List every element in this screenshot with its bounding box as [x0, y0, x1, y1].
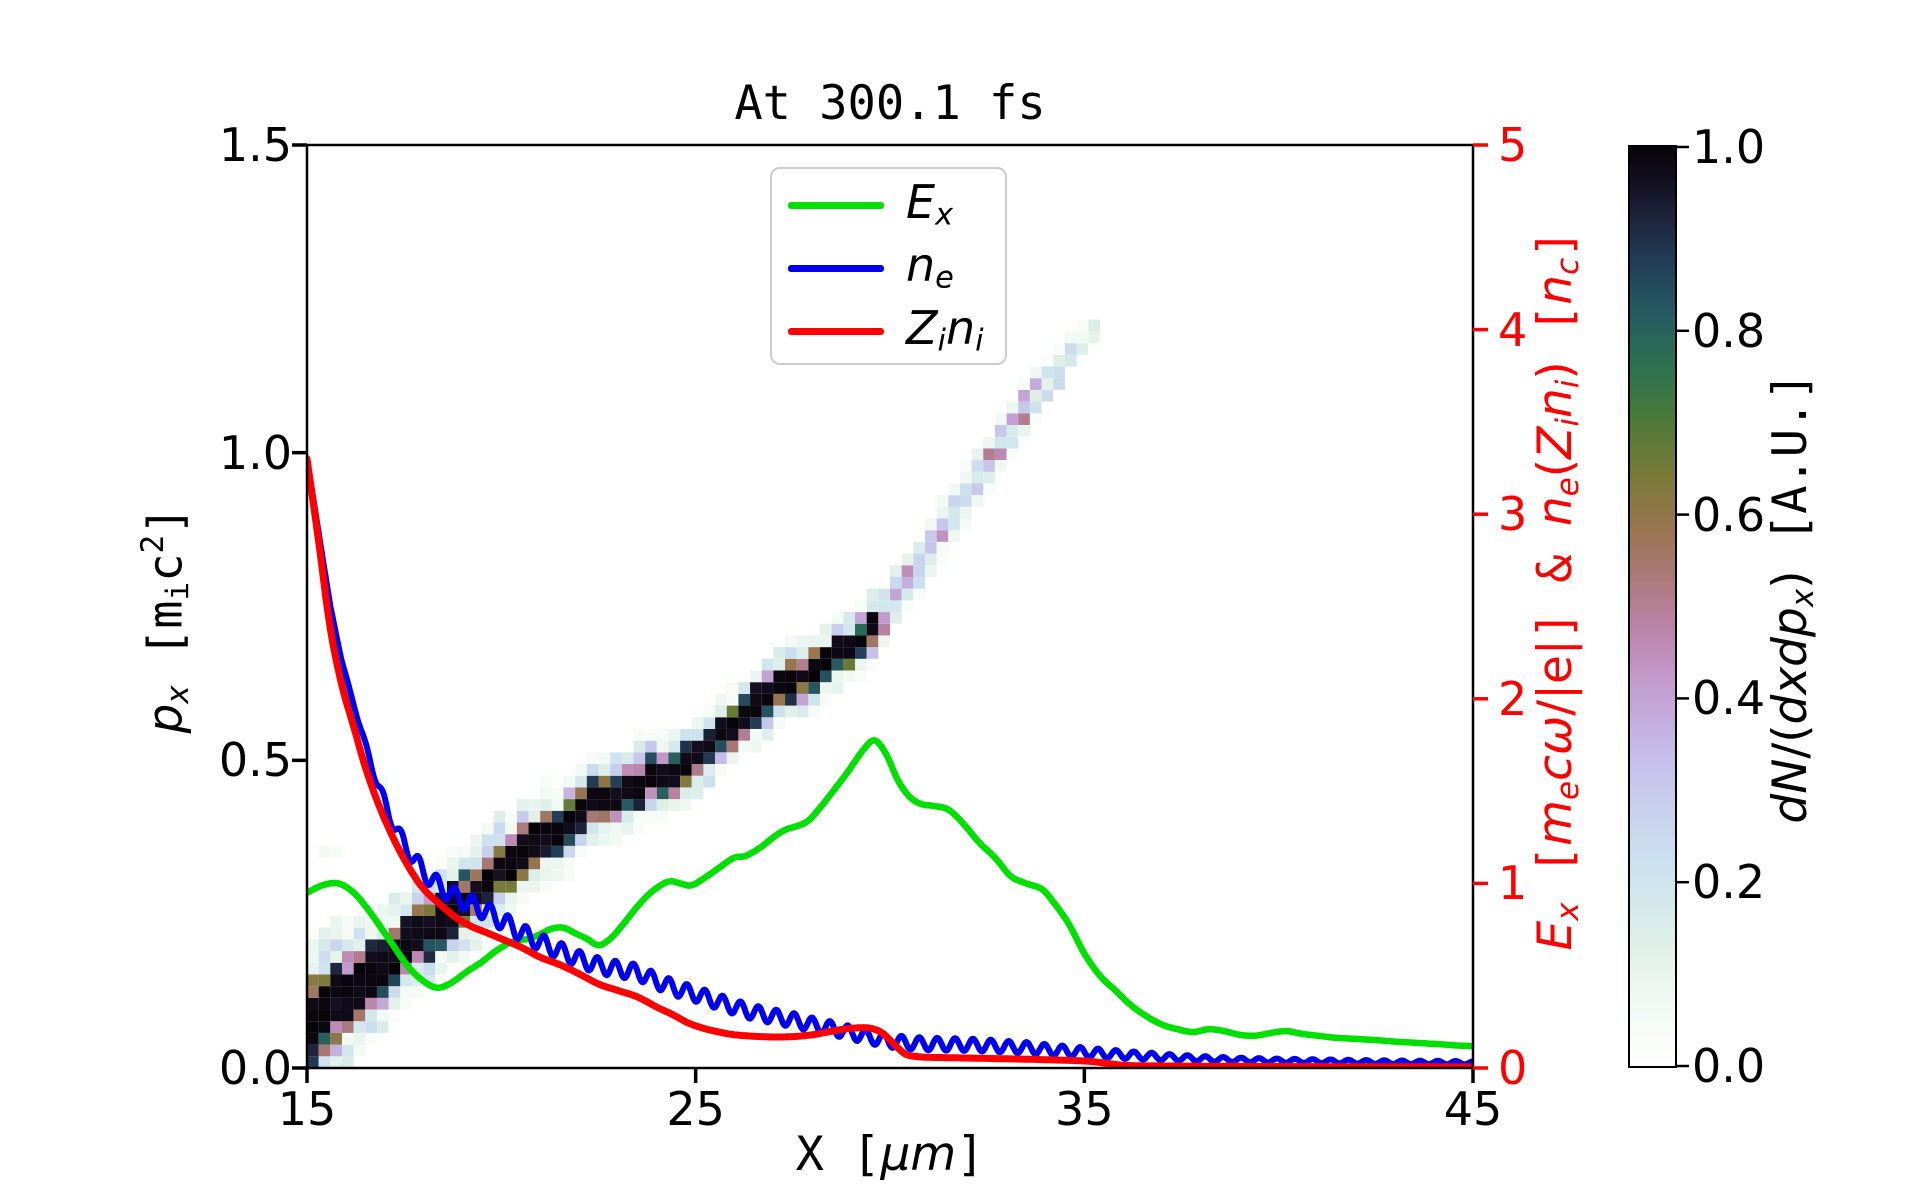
y-left-axis-label: px [mic2]	[134, 506, 197, 734]
y-left-tick-label: 0.5	[218, 733, 292, 788]
y-right-tick-label: 2	[1498, 671, 1528, 726]
heatmap-stripe	[307, 319, 1100, 1068]
y-right-tick-label: 3	[1498, 487, 1528, 542]
x-axis-label: X [μm]	[795, 1127, 985, 1182]
legend-item-Zini: Zini	[772, 300, 1005, 363]
legend-item-Ex: Ex	[772, 174, 1005, 237]
y-right-tick-label: 4	[1498, 302, 1528, 357]
plot-border	[305, 143, 1475, 1070]
legend-line-Zini	[788, 328, 884, 335]
y-right-tick-label: 5	[1498, 118, 1528, 172]
legend-line-Ex	[788, 202, 884, 209]
ne-curve	[307, 455, 1473, 1068]
legend-line-ne	[788, 265, 884, 272]
x-tick-label: 45	[1443, 1082, 1503, 1136]
x-tick-label: 15	[277, 1082, 337, 1136]
y-left-tick-label: 1.0	[218, 425, 292, 480]
legend-label-Ex: Ex	[906, 175, 954, 234]
y-left-tick-label: 1.5	[218, 118, 292, 172]
x-tick-label: 35	[1055, 1082, 1114, 1136]
colorbar-tick-label: 0.4	[1692, 671, 1766, 726]
legend-label-ne: ne	[906, 238, 954, 297]
colorbar-tick-label: 0.6	[1692, 487, 1766, 542]
colorbar	[1628, 145, 1677, 1068]
y-left-tick-label: 0.0	[218, 1041, 292, 1095]
x-tick-label: 25	[666, 1082, 725, 1136]
legend-label-Zini: Zini	[906, 301, 984, 360]
colorbar-tick-label: 1.0	[1692, 120, 1766, 174]
tick-marks	[292, 143, 1689, 1083]
plot-content	[307, 319, 1473, 1068]
legend: Ex ne Zini	[770, 167, 1007, 365]
colorbar-tick-label: 0.8	[1692, 303, 1766, 358]
colorbar-tick-label: 0.2	[1692, 855, 1766, 910]
legend-item-ne: ne	[772, 237, 1005, 300]
plot-title: At 300.1 fs	[734, 76, 1046, 131]
colorbar-tick-label: 0.0	[1692, 1039, 1766, 1093]
zini-curve	[307, 455, 1473, 1068]
y-right-tick-label: 0	[1498, 1041, 1528, 1095]
colorbar-label: dN/(dxdpx) [A.U.]	[1763, 372, 1821, 824]
y-right-tick-label: 1	[1498, 856, 1528, 911]
y-right-axis-label: Ex [mecω/|e|] & ne(Zini) [nc]	[1528, 229, 1586, 951]
